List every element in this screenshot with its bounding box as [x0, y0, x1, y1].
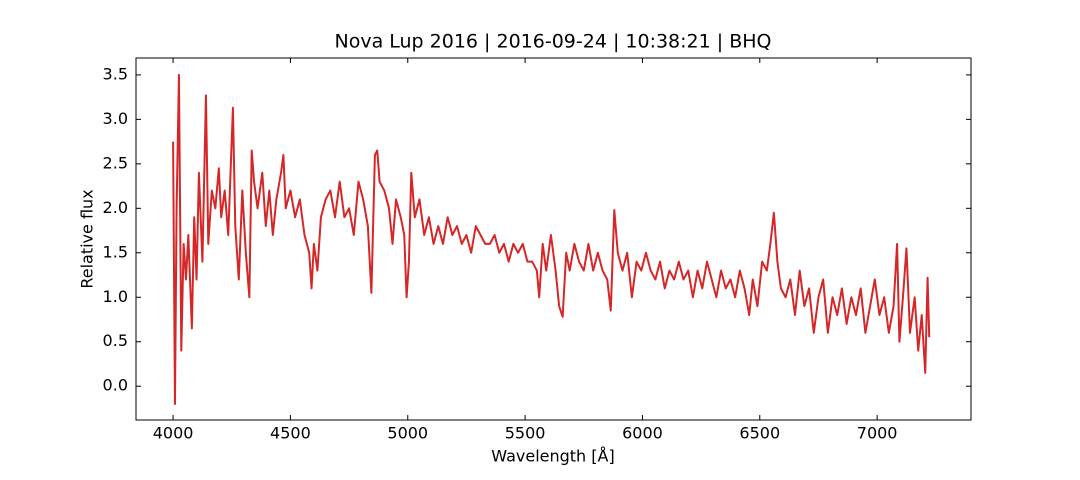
- y-tick-label: 2.0: [103, 198, 128, 217]
- spectrum-line: [172, 73, 931, 405]
- x-tick-label: 4500: [270, 424, 311, 443]
- x-tick-label: 6000: [622, 424, 663, 443]
- x-tick-label: 4000: [153, 424, 194, 443]
- y-tick-label: 3.5: [103, 64, 128, 83]
- chart-title: Nova Lup 2016 | 2016-09-24 | 10:38:21 | …: [335, 31, 772, 53]
- x-axis-label: Wavelength [Å]: [491, 447, 614, 466]
- y-tick-label: 2.5: [103, 153, 128, 172]
- y-tick-label: 1.5: [103, 242, 128, 261]
- x-tick-label: 7000: [857, 424, 898, 443]
- x-tick-label: 5500: [505, 424, 546, 443]
- y-tick-label: 0.0: [103, 376, 128, 395]
- plot-frame: [135, 57, 972, 421]
- y-tick-label: 0.5: [103, 331, 128, 350]
- x-tick-label: 6500: [739, 424, 780, 443]
- y-axis-label: Relative flux: [78, 189, 97, 288]
- y-tick-label: 1.0: [103, 287, 128, 306]
- x-tick-label: 5000: [387, 424, 428, 443]
- y-tick-label: 3.0: [103, 109, 128, 128]
